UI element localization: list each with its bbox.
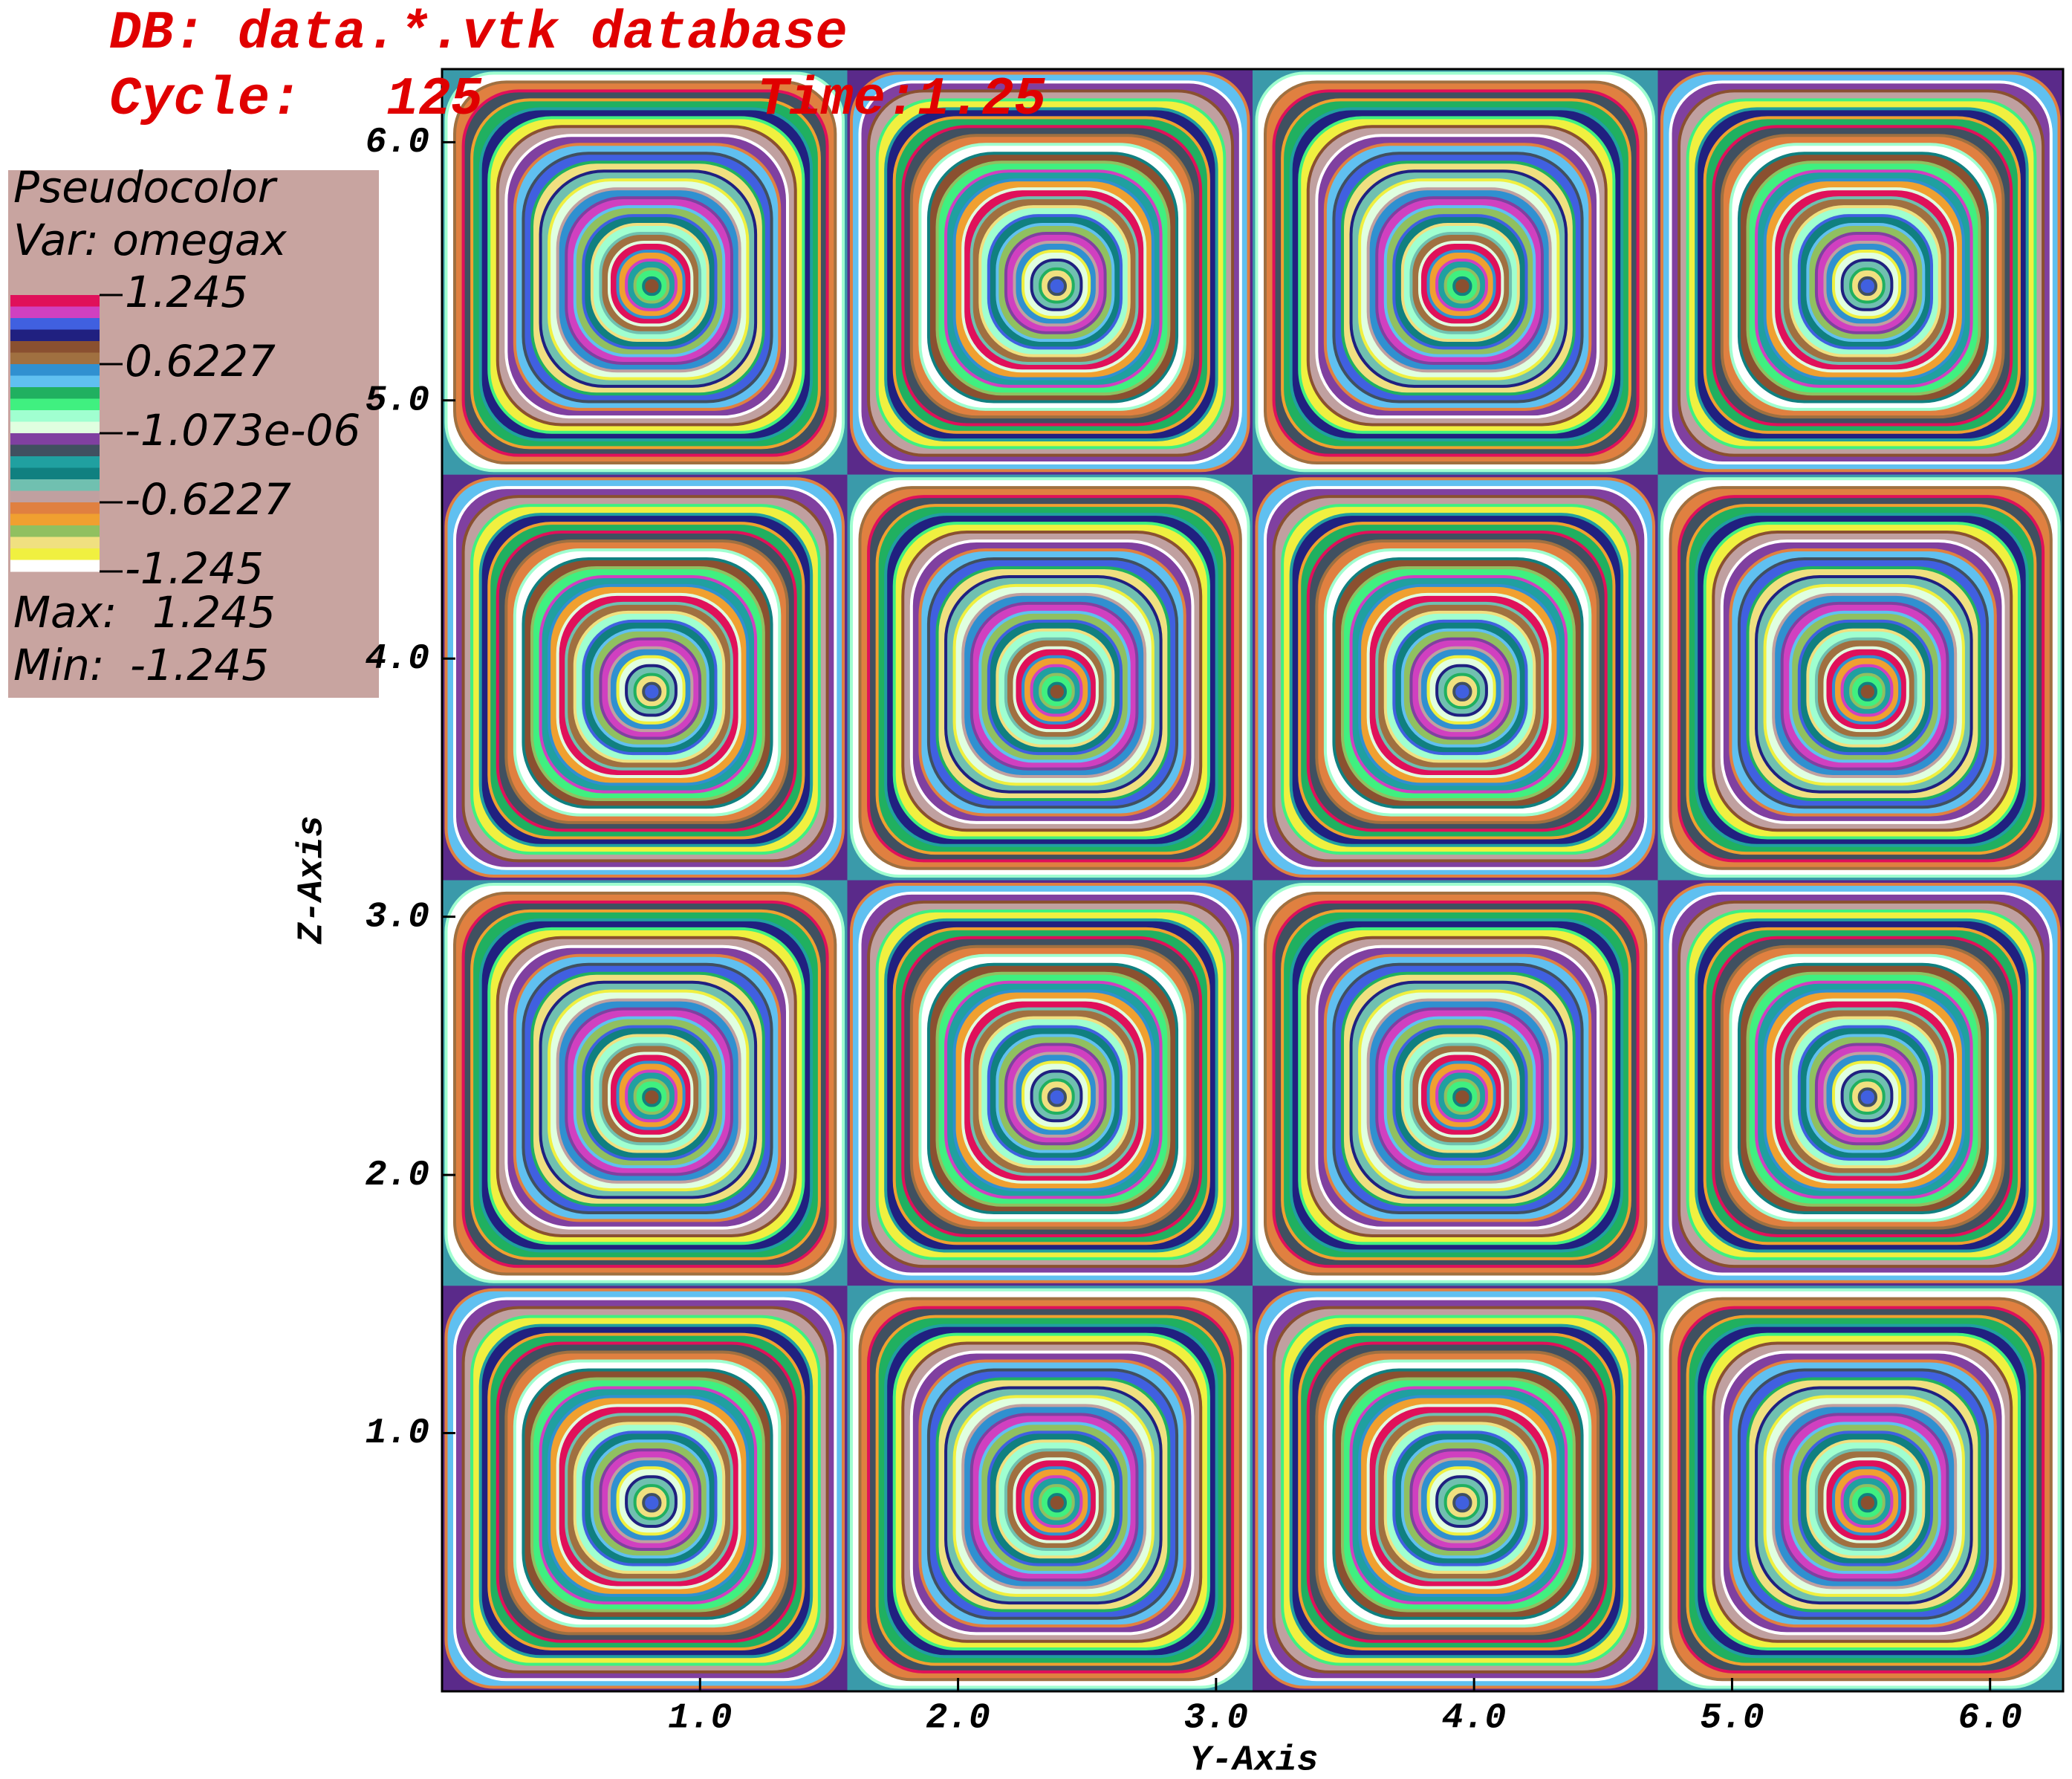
min-value: -1.245 bbox=[130, 640, 269, 690]
x-tick-label: 6.0 bbox=[1958, 1699, 2022, 1739]
x-tick-label: 3.0 bbox=[1184, 1699, 1248, 1739]
plot-area bbox=[441, 68, 2065, 1693]
colorbar-band bbox=[10, 513, 100, 526]
colorbar-band bbox=[10, 329, 100, 342]
contour-band bbox=[1452, 276, 1472, 296]
cycle-label: Cycle: bbox=[109, 69, 302, 130]
colorbar-band bbox=[10, 456, 100, 468]
time-value: 1.25 bbox=[918, 69, 1046, 130]
min-label: Min: bbox=[13, 640, 104, 690]
contour-band bbox=[642, 1087, 662, 1107]
colorbar-band bbox=[10, 467, 100, 480]
contour-band bbox=[1452, 1087, 1472, 1107]
colorbar-band bbox=[10, 490, 100, 503]
colorbar-tick-label: -1.073e-06 bbox=[125, 405, 360, 456]
colorbar-band bbox=[10, 295, 100, 307]
colorbar-band bbox=[10, 444, 100, 457]
colorbar-band bbox=[10, 433, 100, 445]
colorbar-band bbox=[10, 352, 100, 365]
colorbar-tick-label: -1.245 bbox=[125, 543, 264, 594]
plot-name: Pseudocolor bbox=[13, 162, 278, 213]
colorbar-band bbox=[10, 502, 100, 514]
contour-band bbox=[642, 1493, 662, 1513]
colorbar-tick-label: -0.6227 bbox=[125, 474, 291, 525]
colorbar-band bbox=[10, 421, 100, 434]
x-axis-title: Y-Axis bbox=[1190, 1741, 1319, 1779]
x-tick-label: 4.0 bbox=[1442, 1699, 1506, 1739]
plot-frame bbox=[441, 68, 2065, 1693]
colorbar-band bbox=[10, 364, 100, 376]
contour-band bbox=[1857, 276, 1877, 296]
colorbar-band bbox=[10, 560, 100, 572]
colorbar-band bbox=[10, 318, 100, 330]
time-label: Time: bbox=[757, 69, 918, 130]
colorbar-band bbox=[10, 548, 100, 560]
colorbar-band bbox=[10, 387, 100, 399]
max-value: 1.245 bbox=[152, 587, 276, 638]
colorbar-band bbox=[10, 341, 100, 353]
contour-band bbox=[1857, 1087, 1877, 1107]
contour-band bbox=[1857, 681, 1877, 701]
y-tick-label: 2.0 bbox=[366, 1156, 429, 1196]
y-tick-label: 4.0 bbox=[366, 639, 429, 679]
variable-name: Var: omegax bbox=[13, 215, 287, 265]
cycle-value: 125 bbox=[386, 69, 483, 130]
contour-band bbox=[1857, 1493, 1877, 1513]
contour-band bbox=[1452, 1493, 1472, 1513]
max-label: Max: bbox=[13, 587, 117, 638]
contour-band bbox=[1047, 1087, 1067, 1107]
contour-band bbox=[1047, 681, 1067, 701]
y-tick-label: 5.0 bbox=[366, 380, 429, 421]
contour-band bbox=[642, 681, 662, 701]
x-tick-label: 2.0 bbox=[926, 1699, 990, 1739]
y-tick-label: 3.0 bbox=[366, 897, 429, 937]
colorbar-band bbox=[10, 375, 100, 388]
db-line: DB: data.*.vtk database bbox=[109, 3, 848, 64]
contour-band bbox=[642, 276, 662, 296]
colorbar-band bbox=[10, 398, 100, 411]
y-tick-label: 6.0 bbox=[366, 123, 429, 163]
x-tick-label: 5.0 bbox=[1700, 1699, 1764, 1739]
y-axis-title: Z-Axis bbox=[293, 816, 333, 945]
colorbar-tick-label: 0.6227 bbox=[125, 336, 276, 386]
x-tick-label: 1.0 bbox=[668, 1699, 732, 1739]
contour-band bbox=[1452, 681, 1472, 701]
colorbar-band bbox=[10, 410, 100, 422]
colorbar-band bbox=[10, 525, 100, 537]
colorbar-tick-label: 1.245 bbox=[125, 267, 248, 317]
y-tick-label: 1.0 bbox=[366, 1413, 429, 1454]
colorbar-band bbox=[10, 306, 100, 319]
colorbar-band bbox=[10, 537, 100, 549]
colorbar-band bbox=[10, 479, 100, 491]
contour-band bbox=[1047, 1493, 1067, 1513]
contour-band bbox=[1047, 276, 1067, 296]
